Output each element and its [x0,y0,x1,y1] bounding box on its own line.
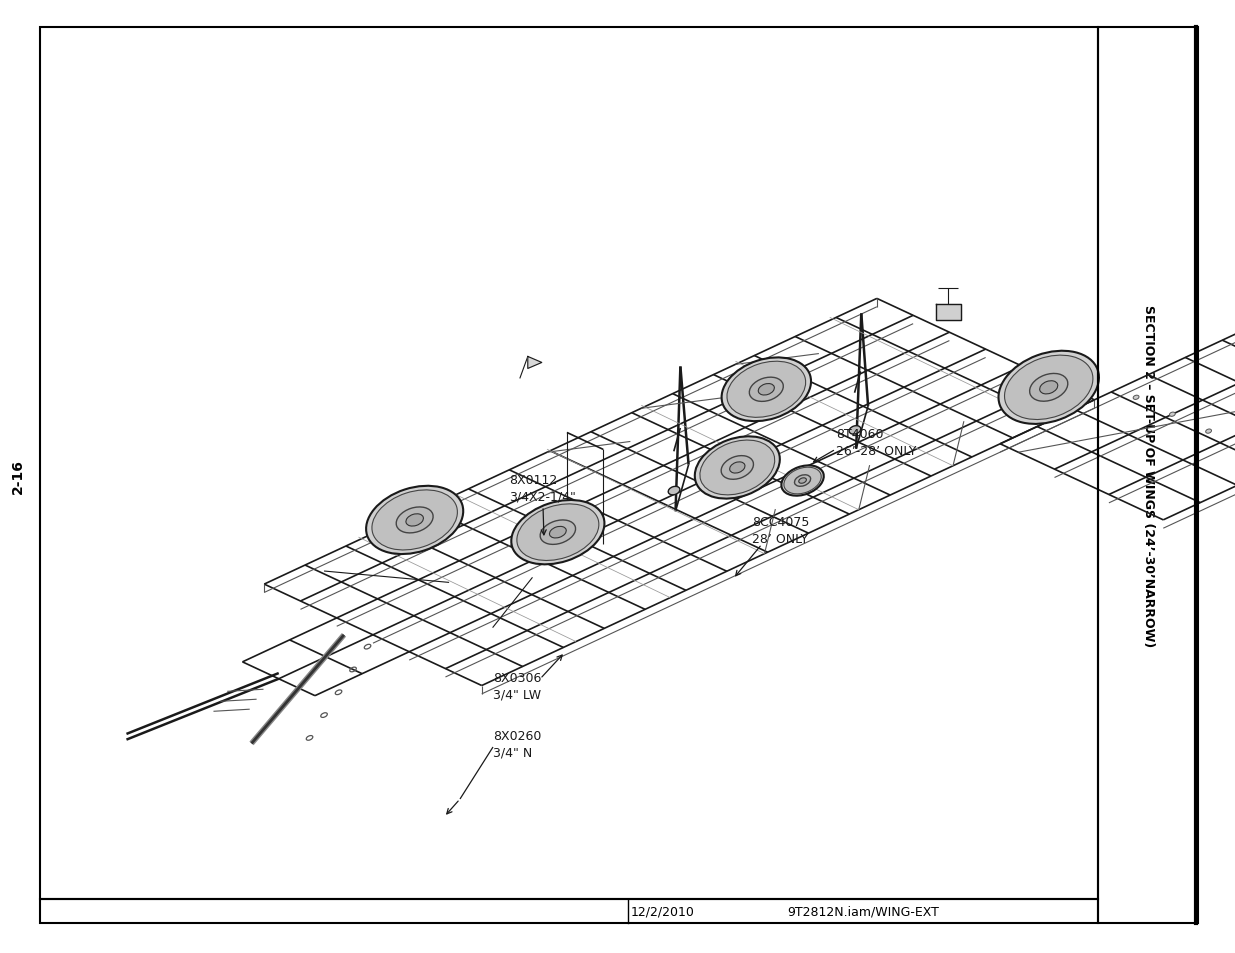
Text: 8T4060
26’-28’ ONLY: 8T4060 26’-28’ ONLY [836,428,916,457]
Ellipse shape [794,476,810,487]
Ellipse shape [695,436,779,499]
Text: 8X0306
3/4" LW: 8X0306 3/4" LW [493,671,541,701]
Ellipse shape [668,487,680,496]
Ellipse shape [540,520,576,545]
Ellipse shape [730,462,745,474]
Ellipse shape [1030,374,1068,402]
Bar [1098,28,1198,923]
Bar [40,28,1098,899]
Bar [40,899,1098,923]
Ellipse shape [396,507,433,534]
Text: 8X0260
3/4" N: 8X0260 3/4" N [493,729,541,760]
Ellipse shape [721,456,753,479]
Ellipse shape [850,426,861,435]
Ellipse shape [782,466,824,497]
Ellipse shape [1134,395,1139,400]
Polygon shape [527,357,542,369]
Ellipse shape [550,527,567,538]
Ellipse shape [721,358,811,422]
Ellipse shape [366,486,463,555]
Ellipse shape [700,440,774,496]
Ellipse shape [517,504,599,561]
Ellipse shape [372,491,457,551]
Ellipse shape [511,500,604,565]
Ellipse shape [406,515,424,526]
Text: 8X0112
3/4X2-1/4": 8X0112 3/4X2-1/4" [509,474,576,503]
Text: 12/2/2010: 12/2/2010 [631,904,695,918]
Ellipse shape [1170,413,1176,416]
Ellipse shape [1040,381,1057,395]
Ellipse shape [998,352,1099,424]
Ellipse shape [1205,430,1212,434]
Ellipse shape [784,468,821,495]
Ellipse shape [1004,355,1093,420]
Ellipse shape [758,384,774,395]
Ellipse shape [750,377,783,402]
Text: 8CC4075
28’ ONLY: 8CC4075 28’ ONLY [752,516,809,545]
Polygon shape [936,305,961,321]
Ellipse shape [727,362,805,418]
Bar [40,28,1098,923]
Ellipse shape [799,478,806,484]
Text: 9T2812N.iam/WING-EXT: 9T2812N.iam/WING-EXT [787,904,939,918]
Text: 2-16: 2-16 [11,459,25,494]
Text: SECTION 2 – SET-UP OF WINGS (24’-30’NARROW): SECTION 2 – SET-UP OF WINGS (24’-30’NARR… [1141,305,1155,646]
